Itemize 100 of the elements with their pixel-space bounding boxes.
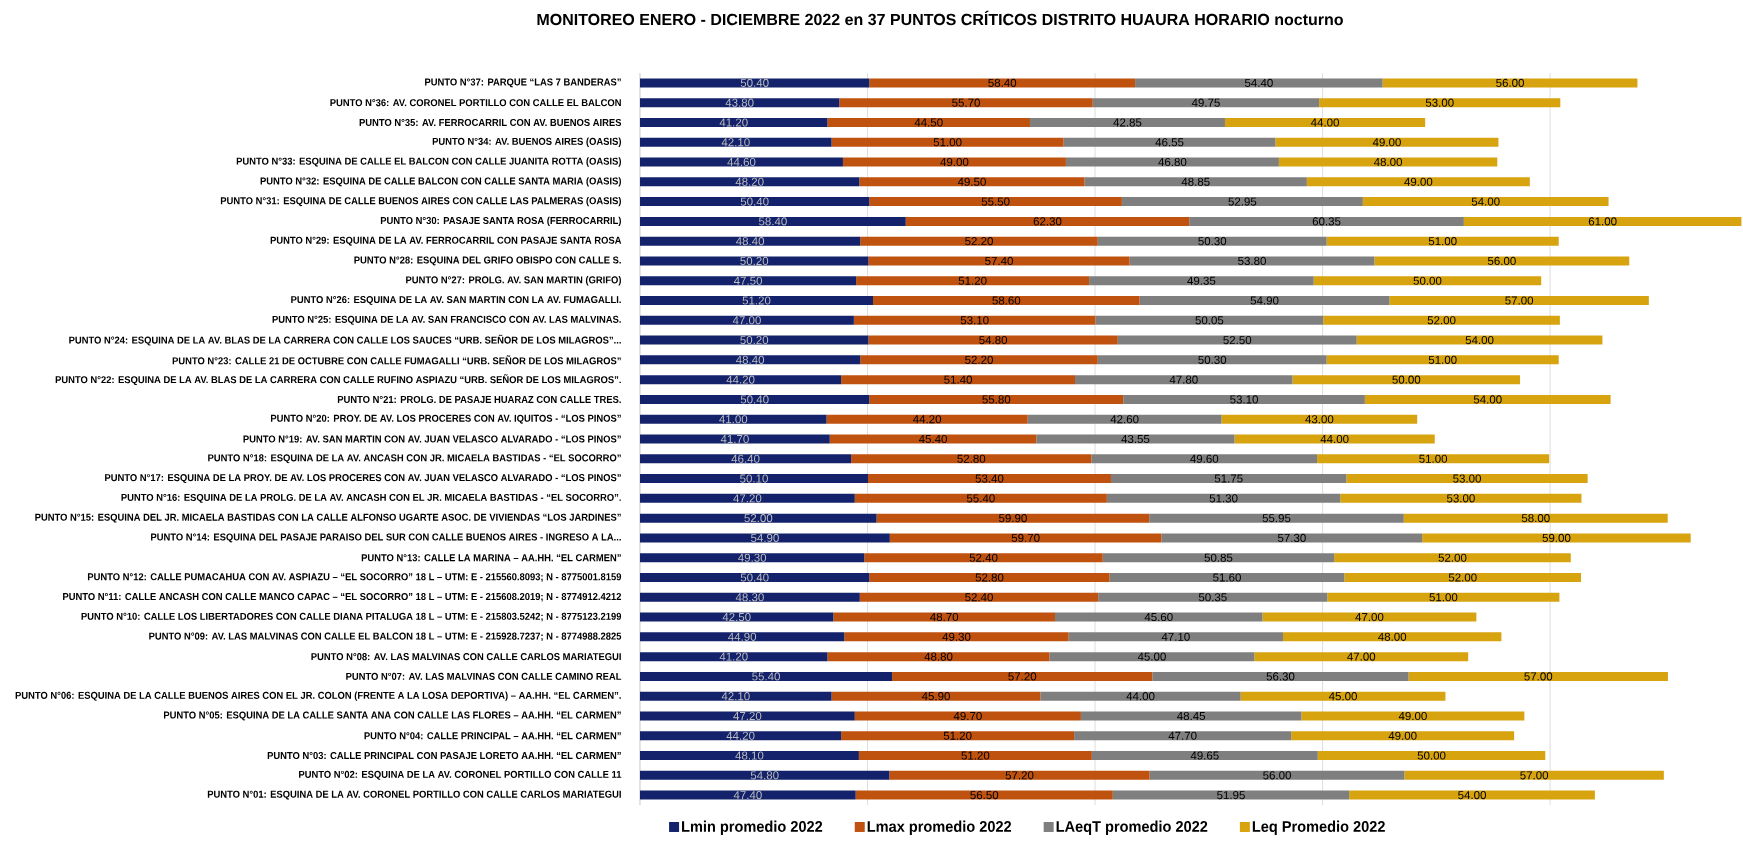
bar bbox=[876, 513, 1150, 523]
bar bbox=[1362, 197, 1609, 207]
data-label: 48.85 bbox=[1181, 177, 1210, 186]
bar bbox=[1149, 770, 1405, 780]
bar bbox=[1095, 315, 1324, 325]
data-label: 50.30 bbox=[1198, 355, 1227, 364]
bar bbox=[867, 474, 1111, 484]
bar bbox=[1221, 414, 1418, 424]
data-label: 47.70 bbox=[1168, 731, 1197, 740]
bar bbox=[872, 296, 1140, 306]
bar bbox=[640, 137, 832, 147]
bar bbox=[1049, 652, 1255, 662]
y-tick-label: PUNTO N°20: PROY. DE AV. LOS PROCERES CON AV. IQUITOS - “LOS PINOS” bbox=[270, 414, 621, 424]
data-label: 52.80 bbox=[957, 454, 986, 463]
bar bbox=[1102, 553, 1335, 563]
data-label: 45.40 bbox=[918, 434, 947, 444]
data-label: 59.90 bbox=[998, 514, 1027, 523]
bar bbox=[827, 117, 1030, 127]
bar bbox=[640, 197, 870, 207]
data-label: 58.40 bbox=[988, 78, 1017, 87]
bar bbox=[1152, 671, 1409, 681]
data-label: 52.40 bbox=[969, 553, 998, 562]
y-tick-label: PUNTO N°15: ESQUINA DEL JR. MICAELA BASTIDAS CON LA CALLE ALFONSO UGARTE ASOC. DE VIVIENDAS “LOS JARDINES” bbox=[35, 513, 621, 523]
bar bbox=[868, 335, 1118, 345]
bar bbox=[1080, 711, 1302, 721]
data-label: 54.90 bbox=[1250, 296, 1279, 305]
legend-label: Lmax promedio 2022 bbox=[867, 820, 1012, 836]
y-tick-label: PUNTO N°08: AV. LAS MALVINAS CON CALLE CARLOS MARIATEGUI bbox=[311, 653, 621, 661]
data-label: 55.40 bbox=[966, 494, 995, 503]
data-label: 50.00 bbox=[1392, 375, 1421, 384]
data-label: 53.10 bbox=[960, 316, 989, 325]
data-label: 41.70 bbox=[720, 434, 749, 444]
y-tick-label: PUNTO N°26: ESQUINA DE LA AV. SAN MARTIN CON LA AV. FUMAGALLI. bbox=[291, 296, 621, 305]
bar bbox=[640, 533, 890, 543]
bar bbox=[1123, 394, 1365, 404]
bar bbox=[1139, 296, 1390, 306]
bar bbox=[831, 137, 1064, 147]
data-label: 52.20 bbox=[965, 355, 993, 364]
bar bbox=[640, 157, 843, 167]
bar bbox=[640, 315, 854, 325]
bar bbox=[640, 394, 870, 404]
y-tick-label: PUNTO N°23: CALLE 21 DE OCTUBRE CON CALLE FUMAGALLI “URB. SEÑOR DE LOS MILAGROS” bbox=[172, 355, 621, 365]
data-label: 56.50 bbox=[970, 791, 999, 800]
bar bbox=[869, 197, 1122, 207]
bar bbox=[853, 315, 1096, 325]
data-label: 55.80 bbox=[982, 395, 1011, 404]
bar bbox=[1463, 216, 1742, 226]
data-label: 57.40 bbox=[985, 256, 1013, 266]
bar bbox=[892, 671, 1153, 681]
data-label: 48.30 bbox=[735, 593, 764, 602]
y-tick-label: PUNTO N°24: ESQUINA DE LA AV. BLAS DE LA CARRERA CON CALLE LOS SAUCES “URB. SEÑOR DE LOS MILAGROS”... bbox=[69, 334, 621, 346]
bar bbox=[831, 691, 1041, 701]
data-label: 52.40 bbox=[965, 593, 993, 602]
y-tick-label: PUNTO N°11: CALLE ANCASH CON CALLE MANCO CAPAC – “EL SOCORRO” 18 L – UTM: E - 215608.2019; N - 8774912.4212 bbox=[63, 593, 622, 602]
data-label: 48.00 bbox=[1378, 632, 1407, 641]
data-label: 49.30 bbox=[738, 553, 767, 562]
bar bbox=[640, 256, 869, 266]
bar bbox=[1055, 612, 1263, 622]
data-label: 52.20 bbox=[965, 237, 993, 246]
data-label: 51.00 bbox=[1428, 355, 1457, 364]
data-label: 53.00 bbox=[1446, 494, 1475, 503]
bar bbox=[640, 553, 865, 563]
data-label: 47.40 bbox=[733, 791, 762, 800]
y-tick-label: PUNTO N°05: ESQUINA DE LA CALLE SANTA ANA CON CALLE LAS FLORES – AA.HH. “EL CARMEN” bbox=[163, 711, 621, 721]
bar bbox=[1112, 790, 1350, 800]
data-label: 53.00 bbox=[1453, 474, 1481, 483]
bar bbox=[1117, 335, 1357, 345]
data-label: 50.00 bbox=[1413, 276, 1442, 285]
bar bbox=[640, 671, 893, 681]
data-label: 43.80 bbox=[725, 98, 754, 107]
bar bbox=[1346, 474, 1588, 484]
y-tick-label: PUNTO N°16: ESQUINA DE LA PROLG. DE LA AV. ANCASH CON EL JR. MICAELA BASTIDAS - “EL SOCORRO”. bbox=[121, 493, 621, 503]
legend-label: Lmin promedio 2022 bbox=[682, 820, 823, 836]
data-label: 49.60 bbox=[1190, 454, 1219, 463]
bar bbox=[1068, 632, 1283, 642]
data-label: 49.00 bbox=[1404, 177, 1433, 186]
data-label: 49.00 bbox=[1372, 138, 1401, 147]
bar bbox=[640, 731, 842, 741]
bar bbox=[1027, 414, 1222, 424]
data-label: 47.10 bbox=[1161, 632, 1190, 641]
bar bbox=[1326, 236, 1559, 246]
bar bbox=[1234, 434, 1435, 444]
data-label: 42.60 bbox=[1110, 415, 1139, 424]
data-label: 41.00 bbox=[719, 415, 748, 424]
data-label: 47.50 bbox=[733, 276, 763, 285]
y-tick-label: PUNTO N°02: ESQUINA DE LA AV. CORONEL PORTILLO CON CALLE 11 bbox=[299, 770, 622, 780]
bar bbox=[1389, 296, 1649, 306]
bar bbox=[1036, 434, 1235, 444]
bar bbox=[1110, 474, 1347, 484]
bar bbox=[640, 98, 840, 108]
bar bbox=[854, 493, 1107, 503]
bar bbox=[640, 474, 868, 484]
data-label: 44.00 bbox=[1320, 434, 1349, 444]
y-tick-label: PUNTO N°06: ESQUINA DE LA CALLE BUENOS AIRES CON EL JR. COLON (FRENTE A LA LOSA DEPORTIVA) – AA.HH. “EL CARMEN”. bbox=[15, 691, 621, 701]
data-label: 51.30 bbox=[1209, 494, 1238, 503]
data-label: 42.10 bbox=[721, 692, 750, 701]
data-label: 59.00 bbox=[1542, 533, 1571, 542]
data-label: 44.90 bbox=[728, 632, 757, 641]
bar bbox=[1275, 137, 1499, 147]
bar bbox=[1254, 652, 1469, 662]
